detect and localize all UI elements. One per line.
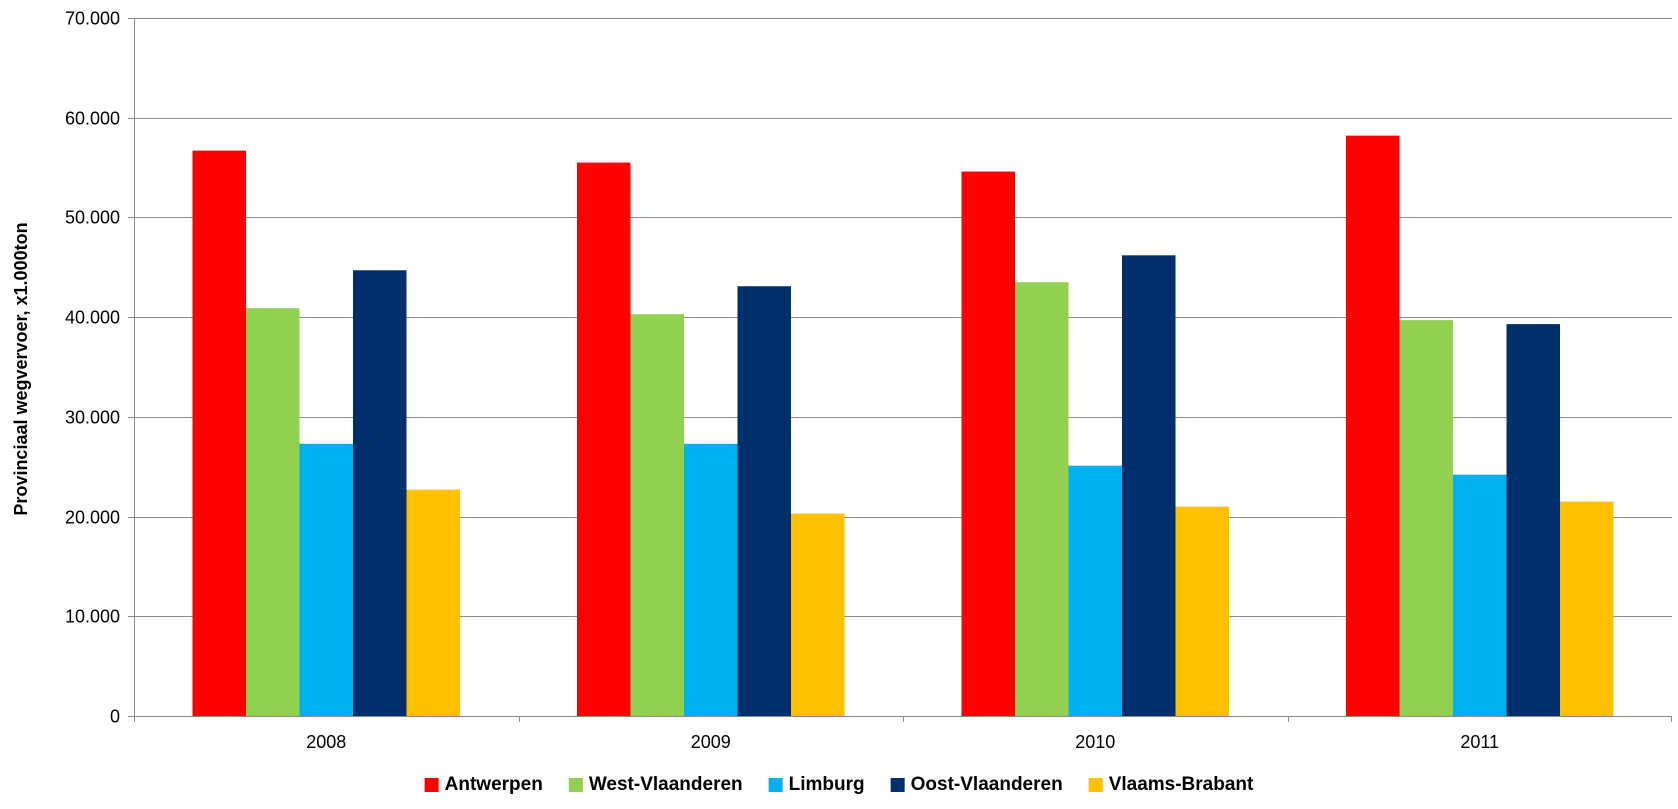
legend-label: Vlaams-Brabant bbox=[1109, 774, 1254, 795]
bar-limburg-2008 bbox=[299, 443, 353, 716]
y-tick-label: 10.000 bbox=[65, 607, 120, 627]
y-axis-ticks: 0 10.000 20.000 30.000 40.000 50.000 60.000 70.… bbox=[65, 9, 134, 727]
x-tick-label: 2011 bbox=[1460, 732, 1499, 752]
bar-vlaams-brabant-2009 bbox=[791, 513, 845, 716]
legend-label: Oost-Vlaanderen bbox=[911, 774, 1063, 795]
x-tick-label: 2009 bbox=[691, 732, 731, 752]
bar-oost-vlaanderen-2009 bbox=[737, 286, 791, 716]
bar-west-vlaanderen-2009 bbox=[630, 314, 684, 716]
bars bbox=[192, 135, 1614, 717]
bar-west-vlaanderen-2010 bbox=[1015, 282, 1069, 716]
y-tick-label: 20.000 bbox=[65, 508, 120, 528]
y-axis-title: Provinciaal wegvervoer, x1.000ton bbox=[11, 222, 31, 515]
bar-limburg-2010 bbox=[1068, 465, 1122, 716]
bar-antwerpen-2008 bbox=[192, 150, 246, 716]
legend: Antwerpen West-Vlaanderen Limburg Oost-Vlaa… bbox=[424, 774, 1254, 795]
legend-swatch bbox=[768, 778, 783, 792]
bar-antwerpen-2011 bbox=[1346, 135, 1400, 717]
legend-swatch bbox=[890, 778, 905, 792]
y-tick-label: 40.000 bbox=[65, 308, 120, 328]
x-tick-label: 2010 bbox=[1075, 732, 1115, 752]
bar-antwerpen-2009 bbox=[577, 162, 631, 717]
bar-limburg-2011 bbox=[1453, 474, 1507, 716]
bar-vlaams-brabant-2010 bbox=[1175, 506, 1229, 716]
bar-oost-vlaanderen-2011 bbox=[1506, 324, 1560, 716]
bar-antwerpen-2010 bbox=[961, 171, 1015, 716]
bar-vlaams-brabant-2011 bbox=[1560, 501, 1614, 716]
legend-item-antwerpen: Antwerpen bbox=[424, 774, 543, 795]
bar-limburg-2009 bbox=[684, 443, 738, 716]
bar-oost-vlaanderen-2008 bbox=[353, 270, 407, 716]
legend-label: Antwerpen bbox=[445, 774, 543, 795]
bar-west-vlaanderen-2008 bbox=[246, 308, 300, 716]
legend-swatch bbox=[568, 778, 583, 792]
legend-swatch bbox=[1088, 778, 1103, 792]
legend-label: Limburg bbox=[789, 774, 865, 795]
legend-item-vlaams-brabant: Vlaams-Brabant bbox=[1088, 774, 1254, 795]
bar-oost-vlaanderen-2010 bbox=[1122, 255, 1176, 716]
legend-item-west-vlaanderen: West-Vlaanderen bbox=[568, 774, 743, 795]
legend-label: West-Vlaanderen bbox=[589, 774, 743, 795]
y-tick-label: 50.000 bbox=[65, 208, 120, 228]
bar-vlaams-brabant-2008 bbox=[406, 489, 460, 716]
legend-item-limburg: Limburg bbox=[768, 774, 865, 795]
y-tick-label: 30.000 bbox=[65, 408, 120, 428]
legend-swatch bbox=[424, 778, 439, 792]
y-tick-label: 70.000 bbox=[65, 9, 120, 29]
y-tick-label: 60.000 bbox=[65, 109, 120, 129]
x-tick-label: 2008 bbox=[306, 732, 346, 752]
y-tick-label: 0 bbox=[110, 707, 120, 727]
legend-item-oost-vlaanderen: Oost-Vlaanderen bbox=[890, 774, 1063, 795]
bar-west-vlaanderen-2011 bbox=[1399, 320, 1453, 716]
x-axis-ticks: 2008 2009 2010 2011 bbox=[134, 716, 1672, 752]
